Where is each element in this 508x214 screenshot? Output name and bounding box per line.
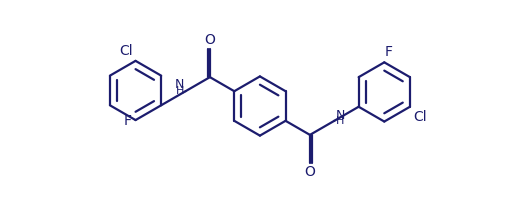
Text: Cl: Cl	[119, 44, 133, 58]
Text: O: O	[304, 165, 315, 180]
Text: H: H	[176, 86, 184, 96]
Text: N: N	[336, 109, 345, 122]
Text: H: H	[336, 116, 344, 126]
Text: O: O	[205, 33, 215, 47]
Text: F: F	[384, 45, 392, 59]
Text: F: F	[123, 114, 132, 128]
Text: N: N	[175, 78, 184, 91]
Text: Cl: Cl	[413, 110, 427, 124]
